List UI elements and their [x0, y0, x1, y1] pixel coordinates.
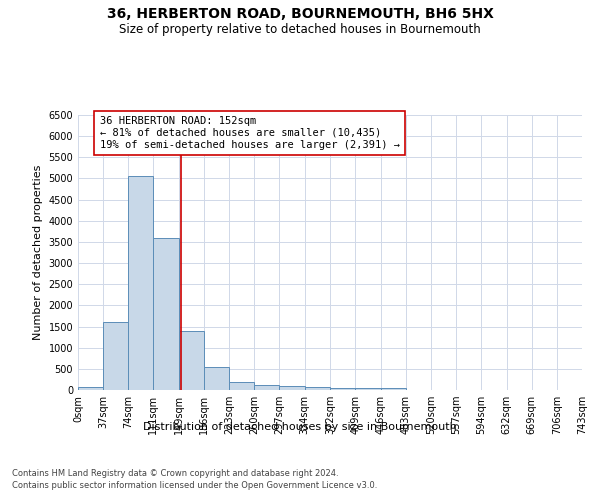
Bar: [331, 388, 355, 390]
Text: Contains public sector information licensed under the Open Government Licence v3: Contains public sector information licen…: [12, 481, 377, 490]
Bar: [280, 386, 305, 390]
Bar: [380, 388, 406, 390]
Bar: [78, 387, 103, 390]
Text: Contains HM Land Registry data © Crown copyright and database right 2024.: Contains HM Land Registry data © Crown c…: [12, 468, 338, 477]
Bar: [305, 387, 331, 390]
Text: Distribution of detached houses by size in Bournemouth: Distribution of detached houses by size …: [143, 422, 457, 432]
Bar: [153, 238, 179, 390]
Bar: [254, 384, 280, 390]
Bar: [128, 176, 153, 390]
Bar: [103, 322, 128, 390]
Bar: [179, 331, 204, 390]
Text: 36 HERBERTON ROAD: 152sqm
← 81% of detached houses are smaller (10,435)
19% of s: 36 HERBERTON ROAD: 152sqm ← 81% of detac…: [100, 116, 400, 150]
Text: 36, HERBERTON ROAD, BOURNEMOUTH, BH6 5HX: 36, HERBERTON ROAD, BOURNEMOUTH, BH6 5HX: [107, 8, 493, 22]
Bar: [355, 388, 380, 390]
Bar: [229, 382, 254, 390]
Bar: [204, 366, 229, 390]
Text: Size of property relative to detached houses in Bournemouth: Size of property relative to detached ho…: [119, 22, 481, 36]
Y-axis label: Number of detached properties: Number of detached properties: [33, 165, 43, 340]
